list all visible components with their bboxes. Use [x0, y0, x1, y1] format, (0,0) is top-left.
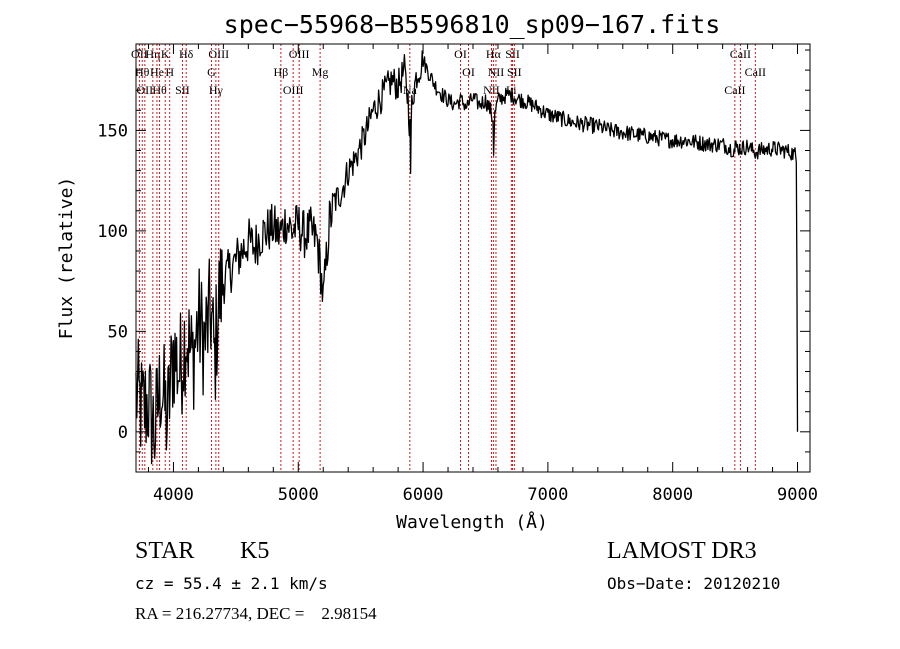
spectral-line-label: Hγ	[209, 83, 224, 97]
x-tick-label: 7000	[527, 485, 568, 505]
spectral-line-label: K	[161, 47, 170, 61]
plot-frame	[135, 43, 811, 473]
spectral-line-label: NII	[488, 65, 505, 79]
x-tick-label: 4000	[153, 485, 194, 505]
spectral-line-markers: OIIHθOIIHηHeHθKHSIIHδGHγOIIIHβOIIIOIIIMg…	[131, 44, 766, 472]
spectral-line-label: SII	[175, 83, 190, 97]
redshift-cz: cz = 55.4 ± 2.1 km/s	[135, 574, 328, 593]
spectral-line-label: Hα	[486, 47, 502, 61]
observation-date: Obs−Date: 20120210	[607, 574, 781, 593]
spectral-line-label: Hβ	[274, 65, 289, 79]
spectral-line-label: OIII	[208, 47, 229, 61]
ra-dec: RA = 216.27734, DEC = 2.98154	[135, 604, 377, 623]
spectral-line-label: OI	[462, 65, 475, 79]
spectral-line-label: Na	[403, 83, 418, 97]
x-tick-label: 9000	[777, 485, 818, 505]
y-tick-label: 150	[97, 121, 128, 141]
x-axis-label: Wavelength (Å)	[396, 511, 548, 533]
y-tick-label: 0	[118, 423, 128, 443]
spectral-line-label: He	[150, 65, 164, 79]
x-tick-label: 6000	[403, 485, 444, 505]
spectral-line-label: OIII	[283, 83, 304, 97]
y-tick-label: 100	[97, 222, 128, 242]
object-subclass: K5	[240, 538, 270, 564]
spectral-line-label: SII	[505, 47, 520, 61]
y-axis: 0 50 100 150	[97, 49, 810, 453]
spectrum-line	[135, 50, 799, 465]
spectral-line-label: SII	[507, 65, 522, 79]
spectral-line-label: Hη	[145, 47, 160, 61]
spectral-line-label: Hθ	[135, 65, 150, 79]
y-tick-label: 50	[108, 322, 128, 342]
spectral-line-label: OII	[131, 47, 148, 61]
spectral-line-label: Hδ	[179, 47, 194, 61]
survey-name: LAMOST DR3	[607, 538, 757, 564]
spectral-line-label: OI	[454, 47, 467, 61]
spectral-line-label: CaII	[724, 83, 745, 97]
spectral-line-label: Mg	[312, 65, 329, 79]
spectral-line-label: CaII	[745, 65, 766, 79]
spectral-line-label: OIII	[289, 47, 310, 61]
x-tick-label: 8000	[652, 485, 693, 505]
spectral-line-label: H	[165, 65, 174, 79]
spectral-line-label: G	[207, 65, 216, 79]
spectral-line-label: CaII	[730, 47, 751, 61]
chart-title: spec−55968−B5596810_sp09−167.fits	[224, 10, 721, 39]
spectral-line-label: OII	[137, 83, 154, 97]
x-tick-label: 5000	[278, 485, 319, 505]
object-class: STAR	[135, 538, 195, 564]
spectral-line-label: Hθ	[152, 83, 167, 97]
x-axis: 4000 5000 6000 7000 8000 9000	[147, 44, 818, 505]
y-axis-label: Flux (relative)	[56, 177, 77, 340]
